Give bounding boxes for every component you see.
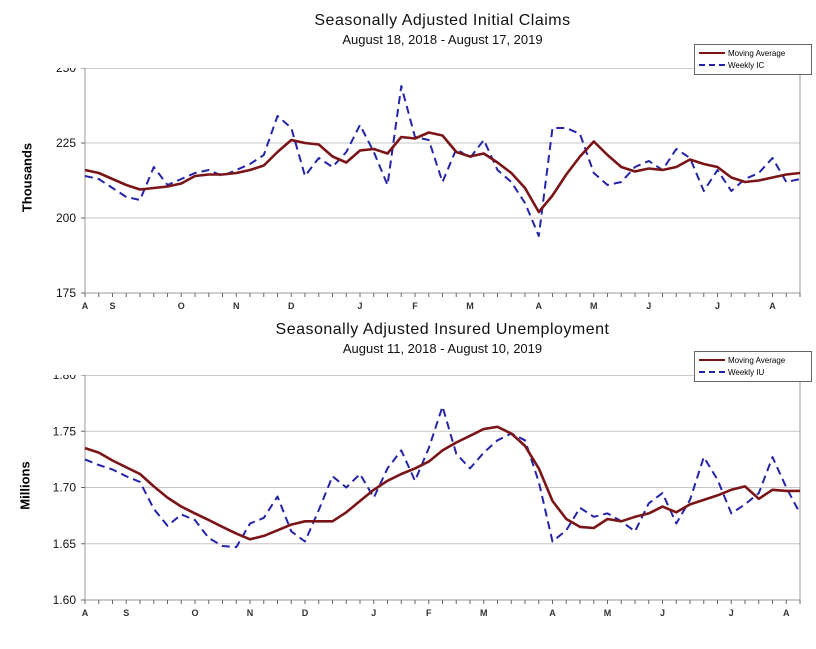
svg-text:250: 250 <box>56 68 76 75</box>
svg-text:S: S <box>109 301 115 311</box>
moving-average-line-icon <box>699 52 725 54</box>
legend-label-moving-average: Moving Average <box>728 48 786 58</box>
legend-item-weekly-ic: Weekly IC <box>699 59 807 71</box>
chart-subtitle: August 11, 2018 - August 10, 2019 <box>342 341 543 356</box>
weekly-ic-line-icon <box>699 64 725 66</box>
svg-text:M: M <box>466 301 474 311</box>
svg-text:J: J <box>660 608 665 618</box>
svg-text:J: J <box>646 301 651 311</box>
plot-area: 250 225 200 175 A S O N D J F M A M J J A <box>56 68 801 311</box>
legend-item-moving-average: Moving Average <box>699 354 807 366</box>
legend-label-weekly-iu: Weekly IU <box>728 367 765 377</box>
svg-text:D: D <box>302 608 309 618</box>
svg-text:1.65: 1.65 <box>53 537 77 551</box>
svg-text:J: J <box>357 301 362 311</box>
svg-text:J: J <box>371 608 376 618</box>
svg-text:A: A <box>82 608 89 618</box>
svg-text:A: A <box>536 301 543 311</box>
svg-text:1.75: 1.75 <box>53 424 77 438</box>
svg-text:N: N <box>233 301 240 311</box>
svg-text:1.70: 1.70 <box>53 481 77 495</box>
svg-text:D: D <box>288 301 295 311</box>
weekly-iu-line-icon <box>699 371 725 373</box>
chart-title: Seasonally Adjusted Insured Unemployment <box>275 321 610 338</box>
chart-title: Seasonally Adjusted Initial Claims <box>314 12 571 29</box>
moving-average-line-icon <box>699 359 725 361</box>
svg-text:N: N <box>247 608 254 618</box>
svg-text:M: M <box>590 301 598 311</box>
legend-item-weekly-iu: Weekly IU <box>699 366 807 378</box>
svg-text:1.80: 1.80 <box>53 375 77 382</box>
svg-text:F: F <box>412 301 418 311</box>
svg-text:A: A <box>82 301 89 311</box>
svg-text:A: A <box>769 301 776 311</box>
svg-text:1.60: 1.60 <box>53 593 77 607</box>
chart-subtitle: August 18, 2018 - August 17, 2019 <box>342 32 543 47</box>
svg-text:J: J <box>715 301 720 311</box>
svg-text:175: 175 <box>56 286 76 300</box>
legend-label-weekly-ic: Weekly IC <box>728 60 765 70</box>
plot-area: 1.80 1.75 1.70 1.65 1.60 A S O N D J F M A M J J A <box>53 375 801 618</box>
svg-text:O: O <box>191 608 198 618</box>
svg-text:225: 225 <box>56 136 76 150</box>
svg-text:J: J <box>729 608 734 618</box>
legend: Moving Average Weekly IC <box>694 44 812 75</box>
svg-text:A: A <box>783 608 790 618</box>
svg-text:200: 200 <box>56 211 76 225</box>
svg-text:M: M <box>604 608 612 618</box>
svg-text:M: M <box>480 608 488 618</box>
svg-text:A: A <box>549 608 556 618</box>
svg-text:F: F <box>426 608 432 618</box>
legend-label-moving-average: Moving Average <box>728 355 786 365</box>
svg-text:S: S <box>123 608 129 618</box>
legend-item-moving-average: Moving Average <box>699 47 807 59</box>
svg-text:O: O <box>178 301 185 311</box>
legend: Moving Average Weekly IU <box>694 351 812 382</box>
